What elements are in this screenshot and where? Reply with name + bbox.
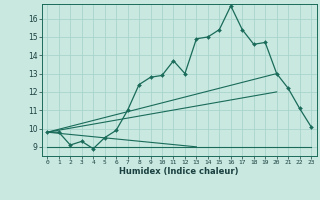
X-axis label: Humidex (Indice chaleur): Humidex (Indice chaleur) xyxy=(119,167,239,176)
